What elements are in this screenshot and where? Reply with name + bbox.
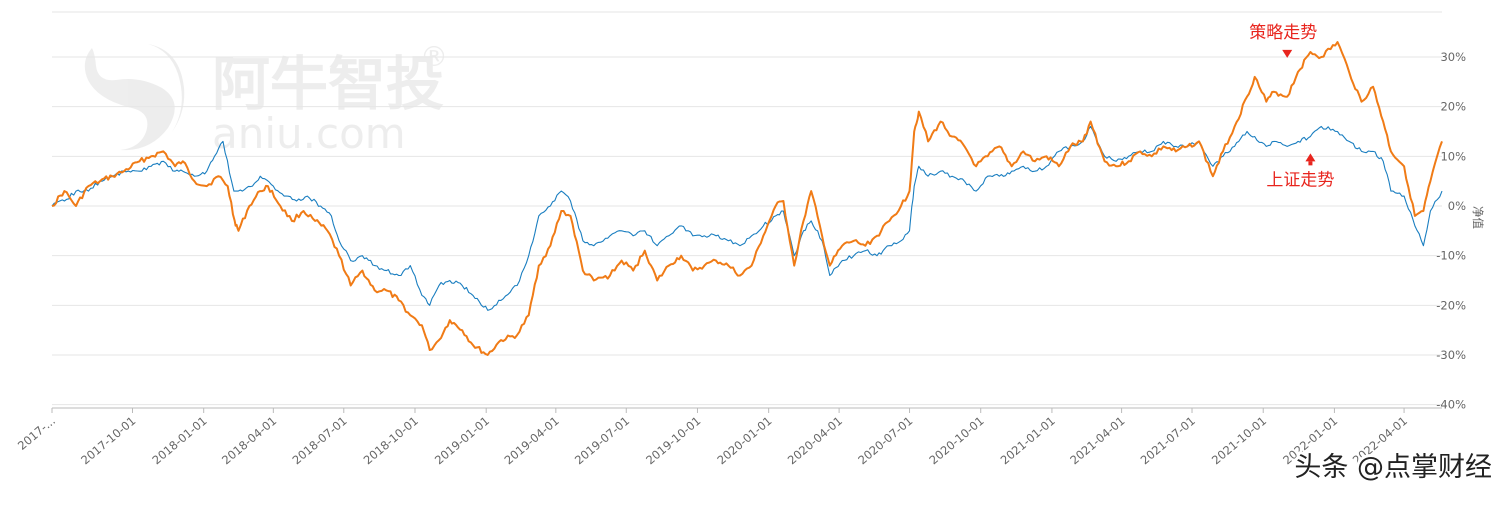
series-layer xyxy=(51,41,1443,356)
x-tick-label: 2021-01-01 xyxy=(998,414,1058,468)
y-axis-label: 净值 xyxy=(1471,206,1485,229)
overlay-caption: 头条 @点掌财经 头条 @点掌财经 xyxy=(1291,449,1495,486)
y-tick-label: 20% xyxy=(1440,100,1466,114)
annotation-arrow-up-icon xyxy=(1305,153,1316,162)
y-tick-label: 30% xyxy=(1440,50,1466,64)
y-tick-label: 10% xyxy=(1440,149,1466,163)
annotation-index: 上证走势 xyxy=(1266,170,1334,190)
y-tick-label: -40% xyxy=(1436,398,1466,412)
overlay-text-halo: 头条 @点掌财经 xyxy=(1294,452,1492,483)
x-tick-label: 2020-10-01 xyxy=(926,414,986,468)
watermark-brand: 阿牛智投 xyxy=(212,50,444,118)
x-tick-label: 2018-04-01 xyxy=(219,414,279,468)
x-tick-label: 2019-04-01 xyxy=(502,414,562,468)
x-tick-label: 2020-01-01 xyxy=(714,414,774,468)
x-tick-label: 2018-01-01 xyxy=(149,414,209,468)
x-axis: 2017-... 2017-10-01 2018-01-01 2018-04-01 20… xyxy=(15,407,1442,468)
x-tick-label: 2021-07-01 xyxy=(1138,414,1198,468)
x-tick-label: 2021-04-01 xyxy=(1067,414,1127,468)
annotation-arrow-down-icon xyxy=(1282,49,1293,58)
y-tick-label: -10% xyxy=(1436,249,1466,263)
x-tick-label: 2017-... xyxy=(15,414,58,453)
series-line-index xyxy=(51,125,1443,311)
grid xyxy=(52,11,1442,406)
watermark-domain: aniu.com xyxy=(212,109,406,158)
y-axis: 30% 20% 10% 0% -10% -20% -30% -40% xyxy=(1436,50,1466,412)
x-tick-label: 2017-10-01 xyxy=(78,414,138,468)
x-tick-label: 2020-07-01 xyxy=(855,414,915,468)
bull-logo-icon xyxy=(84,44,185,151)
x-tick-label: 2018-07-01 xyxy=(290,414,350,468)
x-tick-label: 2018-10-01 xyxy=(361,414,421,468)
annotation-strategy: 策略走势 xyxy=(1249,23,1317,43)
y-tick-label: 0% xyxy=(1448,199,1466,213)
x-tick-label: 2019-07-01 xyxy=(572,414,632,468)
x-tick-label: 2019-01-01 xyxy=(432,414,492,468)
series-line-strategy xyxy=(51,41,1443,356)
x-tick-label: 2021-10-01 xyxy=(1209,414,1269,468)
x-tick-label: 2020-04-01 xyxy=(785,414,845,468)
annotation-arrow-stem xyxy=(1308,161,1313,166)
overlay-text: 头条 @点掌财经 xyxy=(1294,452,1492,483)
watermark: 阿牛智投 ® aniu.com xyxy=(84,40,448,158)
y-tick-label: -30% xyxy=(1436,348,1466,362)
y-tick-label: -20% xyxy=(1436,298,1466,312)
x-tick-label: 2019-10-01 xyxy=(643,414,703,468)
